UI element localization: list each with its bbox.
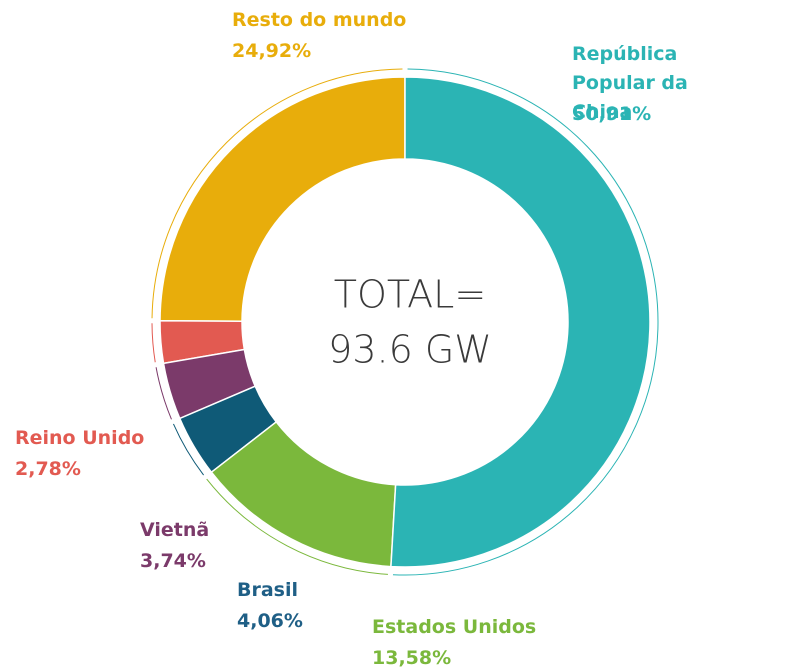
- slice-percent: 2,78%: [15, 458, 81, 480]
- donut-segment: [159, 76, 406, 322]
- slice-name: Resto do mundo: [232, 9, 407, 31]
- slice-name: Vietnã: [140, 519, 210, 541]
- slice-name: Brasil: [237, 579, 299, 601]
- leader-bracket: [155, 367, 172, 420]
- donut-segment: [162, 348, 257, 420]
- slice-name: Estados Unidos: [372, 616, 537, 638]
- donut-segment: [390, 76, 651, 568]
- leader-bracket: [392, 68, 659, 576]
- center-total: TOTAL=: [334, 273, 486, 317]
- slice-name: Reino Unido: [15, 427, 145, 449]
- leader-bracket: [151, 323, 156, 363]
- donut-segment: [210, 420, 397, 568]
- leader-bracket: [206, 478, 388, 575]
- leader-bracket: [151, 68, 403, 319]
- slice-percent: 50,91%: [572, 103, 652, 125]
- slice-name: República Popular da China: [572, 43, 688, 123]
- donut-segment: [178, 385, 278, 474]
- slice-percent: 24,92%: [232, 40, 312, 62]
- slice-percent: 4,06%: [237, 610, 303, 632]
- slice-percent: 13,58%: [372, 647, 452, 669]
- slice-percent: 3,74%: [140, 550, 206, 572]
- center-value: 93.6 GW: [328, 328, 492, 372]
- leader-bracket: [173, 423, 204, 476]
